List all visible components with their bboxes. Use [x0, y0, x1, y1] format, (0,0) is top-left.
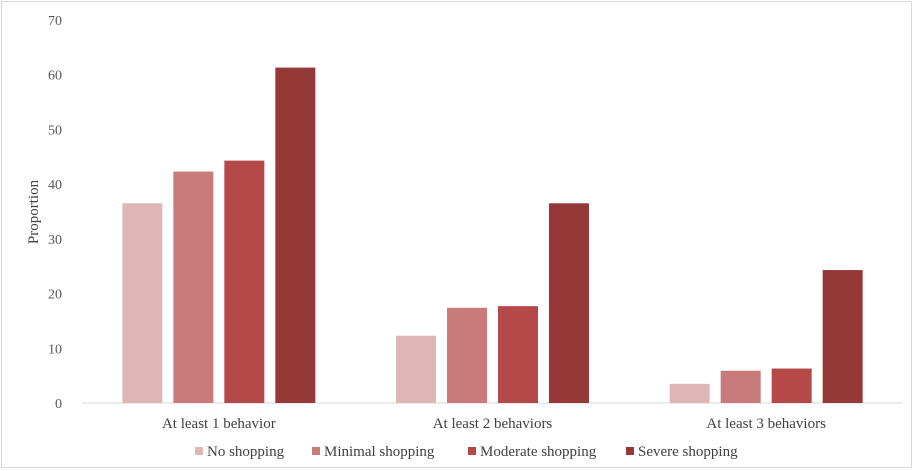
- y-tick-label: 30: [48, 233, 62, 248]
- bars: [122, 67, 863, 403]
- bar: [173, 171, 214, 403]
- legend-swatch: [468, 447, 476, 455]
- y-tick-label: 60: [48, 69, 62, 84]
- y-tick-label: 50: [48, 123, 62, 138]
- legend-label: No shopping: [207, 444, 285, 460]
- y-tick-label: 70: [48, 14, 62, 29]
- bar: [822, 270, 863, 403]
- legend-swatch: [626, 447, 634, 455]
- legend-label: Moderate shopping: [480, 444, 597, 460]
- y-axis-ticks: 0 10 20 30 40 50 60 70: [48, 14, 62, 412]
- bar: [498, 306, 538, 403]
- y-tick-label: 20: [48, 288, 62, 303]
- legend: No shopping Minimal shopping Moderate shop…: [195, 444, 738, 460]
- bar: [720, 370, 761, 403]
- y-tick-label: 40: [48, 178, 62, 193]
- legend-swatch: [312, 447, 320, 455]
- bar: [549, 203, 589, 403]
- x-tick-label: At least 2 behaviors: [433, 416, 553, 432]
- bar: [122, 203, 163, 403]
- category-labels: At least 1 behavior At least 2 behaviors A…: [162, 416, 826, 432]
- legend-label: Severe shopping: [638, 444, 738, 460]
- bar: [447, 307, 487, 403]
- y-tick-label: 0: [55, 397, 62, 412]
- y-axis-label: Proportion: [26, 179, 42, 244]
- bar: [669, 383, 710, 403]
- y-tick-label: 10: [48, 342, 62, 357]
- bar: [275, 67, 316, 403]
- bar: [771, 368, 812, 403]
- bar: [396, 335, 436, 403]
- x-tick-label: At least 1 behavior: [162, 416, 276, 432]
- bar: [224, 160, 265, 403]
- x-tick-label: At least 3 behaviors: [706, 416, 826, 432]
- legend-label: Minimal shopping: [324, 444, 435, 460]
- legend-swatch: [195, 447, 203, 455]
